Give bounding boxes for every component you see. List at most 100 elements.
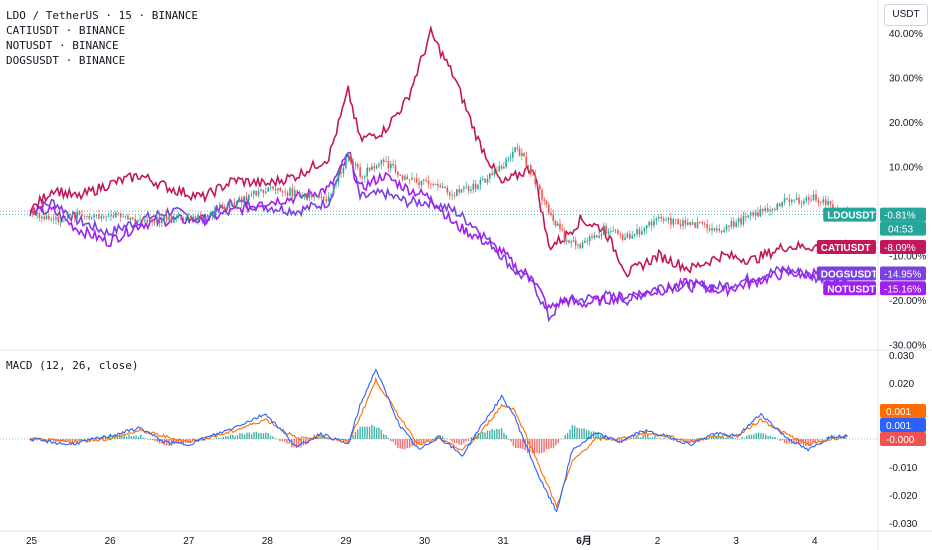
candle-body (561, 229, 564, 231)
series-line-catiusdt[interactable] (29, 24, 849, 278)
histogram-bar (583, 428, 585, 439)
series-tag-ldousdt[interactable]: LDOUSDT -0.81% 04:53 (823, 207, 926, 236)
candle-body (102, 216, 105, 218)
macd-signal-line[interactable] (29, 376, 848, 510)
candle-body (320, 196, 323, 198)
candle-body (660, 216, 663, 219)
histogram-value-tag-text: -0.000 (886, 435, 915, 446)
histogram-bar (491, 428, 493, 439)
currency-unit-button[interactable]: USDT (884, 4, 928, 26)
candle-body (740, 218, 742, 225)
series-tag-dogsusdt[interactable]: DOGSUSDT -14.95% (816, 266, 926, 281)
candle-body (323, 196, 325, 200)
candle-body (382, 159, 385, 162)
candle-body (505, 159, 507, 167)
symbol-legend: LDO / TetherUS · 15 · BINANCE CATIUSDT ·… (6, 8, 198, 68)
macd-value-tag[interactable]: 0.001 (880, 418, 926, 432)
candle-body (455, 189, 458, 196)
histogram-bar (503, 432, 505, 439)
histogram-bar (496, 429, 498, 439)
candle-body (197, 214, 199, 220)
histogram-bar (769, 435, 772, 439)
time-tick-label: 27 (183, 536, 195, 547)
histogram-bar (668, 438, 670, 440)
candle-body (345, 156, 347, 169)
histogram-bar (109, 434, 111, 439)
histogram-bar (764, 434, 767, 439)
legend-main-symbol[interactable]: LDO / TetherUS · 15 · BINANCE (6, 9, 199, 22)
legend-not-symbol[interactable]: NOTUSDT · BINANCE (6, 39, 119, 52)
histogram-bar (390, 439, 392, 442)
candle-body (64, 218, 67, 222)
candle-body (340, 171, 342, 174)
candle-body (774, 208, 776, 210)
candle-body (48, 215, 50, 220)
histogram-bar (453, 439, 456, 444)
candle-body (481, 178, 484, 180)
candle-body (807, 197, 810, 200)
candle-body (791, 199, 793, 203)
histogram-bar (368, 426, 371, 439)
candle-body (745, 216, 747, 218)
histogram-bar (151, 439, 154, 441)
histogram-bar (45, 439, 48, 440)
histogram-bar (809, 439, 812, 446)
legend-dogs-symbol[interactable]: DOGSUSDT · BINANCE (6, 54, 126, 67)
candle-body (235, 200, 238, 206)
candle-body (411, 177, 413, 180)
candle-body (356, 164, 359, 168)
histogram-bar (821, 439, 823, 441)
histogram-bar (194, 439, 196, 441)
candle-body (463, 187, 465, 190)
time-tick-label: 4 (812, 536, 818, 547)
candle-body (134, 218, 137, 223)
signal-value-tag[interactable]: 0.001 (880, 404, 926, 418)
histogram-bar (793, 439, 795, 444)
histogram-bar (57, 439, 59, 441)
candle-body (170, 215, 173, 223)
histogram-bar (731, 437, 734, 439)
histogram-bar (427, 439, 430, 442)
histogram-bar (807, 439, 809, 447)
candle-body (708, 228, 711, 231)
series-tag-catiusdt[interactable]: CATIUSDT -8.09% (816, 240, 926, 255)
histogram-bar (644, 434, 647, 439)
histogram-bar (800, 439, 802, 445)
series-tag-value: -8.09% (884, 243, 916, 254)
macd-legend[interactable]: MACD (12, 26, close) (6, 359, 139, 372)
histogram-bar (272, 436, 274, 439)
candle-body (296, 190, 299, 193)
histogram-bar (258, 433, 260, 439)
candle-body (141, 219, 144, 221)
candle-body (677, 219, 679, 225)
candle-body (144, 219, 146, 221)
legend-cati-symbol[interactable]: CATIUSDT · BINANCE (6, 24, 126, 37)
histogram-bar (260, 433, 262, 439)
series-line-notusdt[interactable] (29, 153, 849, 312)
histogram-value-tag[interactable]: -0.000 (880, 432, 926, 446)
histogram-bar (757, 432, 760, 439)
histogram-bar (404, 439, 406, 450)
candle-body (728, 225, 730, 227)
series-tag-notusdt[interactable]: NOTUSDT -15.16% (823, 281, 926, 296)
histogram-bar (713, 434, 715, 439)
histogram-bar (783, 439, 786, 444)
macd-macd-line[interactable] (29, 368, 848, 513)
candle-body (545, 200, 548, 205)
candle-body (467, 186, 470, 191)
histogram-bar (625, 439, 628, 441)
candle-body (250, 194, 253, 195)
candle-body (313, 196, 315, 198)
histogram-bar (467, 439, 470, 441)
series-line-dogsusdt[interactable] (29, 151, 849, 323)
candle-body (202, 217, 204, 219)
candle-body (638, 229, 641, 235)
histogram-bar (493, 430, 496, 439)
candle-body (349, 155, 352, 161)
ldo-candles[interactable] (31, 143, 849, 250)
candle-body (124, 215, 127, 217)
candle-body (315, 195, 318, 197)
histogram-bar (352, 435, 354, 439)
candle-body (527, 165, 530, 167)
